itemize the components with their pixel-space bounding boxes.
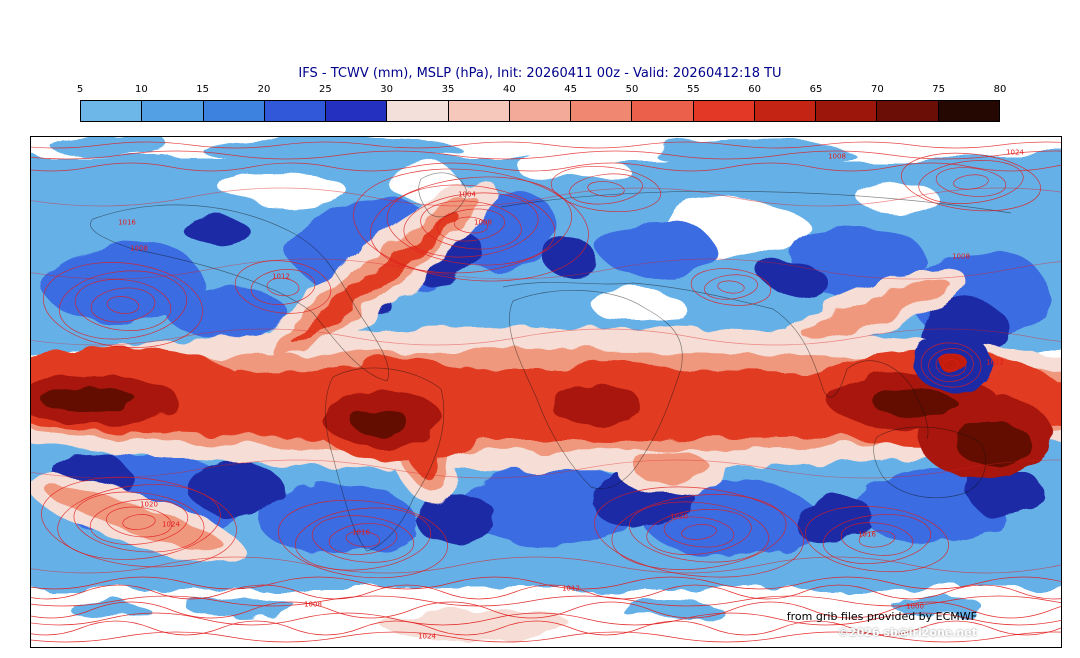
- colorbar-segment: [264, 101, 327, 121]
- tcwv-tropical-band: [31, 181, 1061, 641]
- colorbar-ticks: 5 10 15 20 25 30 35 40 45 50 55 60 65 70 75 80: [76, 84, 1007, 97]
- colorbar-tick: 40: [502, 84, 516, 95]
- colorbar-tick: 55: [686, 84, 700, 95]
- colorbar-tick: 30: [380, 84, 394, 95]
- colorbar-tick: 65: [809, 84, 823, 95]
- colorbar: 5 10 15 20 25 30 35 40 45 50 55 60 65 70 75 80: [76, 84, 1007, 122]
- colorbar-segment: [693, 101, 755, 121]
- colorbar-segment: [816, 101, 878, 121]
- colorbar-segment: [203, 101, 265, 121]
- colorbar-tick: 5: [76, 84, 84, 95]
- colorbar-segment: [938, 101, 999, 121]
- colorbar-segment: [877, 101, 939, 121]
- colorbar-segment: [632, 101, 694, 121]
- colorbar-segment: [448, 101, 510, 121]
- colorbar-segment: [326, 101, 388, 121]
- colorbar-tick: 70: [870, 84, 884, 95]
- page-title: IFS - TCWV (mm), MSLP (hPa), Init: 20260…: [298, 66, 782, 81]
- colorbar-segment: [81, 101, 143, 121]
- map-canvas: [31, 137, 1061, 647]
- mslp-isobars: [31, 141, 1061, 643]
- colorbar-tick: 60: [748, 84, 762, 95]
- colorbar-tick: 20: [257, 84, 271, 95]
- colorbar-tick: 25: [318, 84, 332, 95]
- weather-map: 1024 1008 1016 1008 1004 1008 1012 1008 1012 1020…: [30, 136, 1062, 648]
- colorbar-tick: 10: [134, 84, 148, 95]
- credit-ecmwf: from grib files provided by ECMWF: [786, 610, 977, 623]
- colorbar-segment: [571, 101, 633, 121]
- colorbar-segment: [387, 101, 449, 121]
- colorbar-tick: 45: [564, 84, 578, 95]
- colorbar-segment: [754, 101, 817, 121]
- colorbar-tick: 75: [932, 84, 946, 95]
- colorbar-segment: [509, 101, 572, 121]
- colorbar-tick: 80: [993, 84, 1007, 95]
- colorbar-tick: 15: [196, 84, 210, 95]
- colorbar-tick: 50: [625, 84, 639, 95]
- credit-copyright: ©2026 sb@iri2one.net: [837, 626, 977, 639]
- colorbar-segment: [142, 101, 204, 121]
- colorbar-tick: 35: [441, 84, 455, 95]
- colorbar-segments: [80, 100, 1000, 122]
